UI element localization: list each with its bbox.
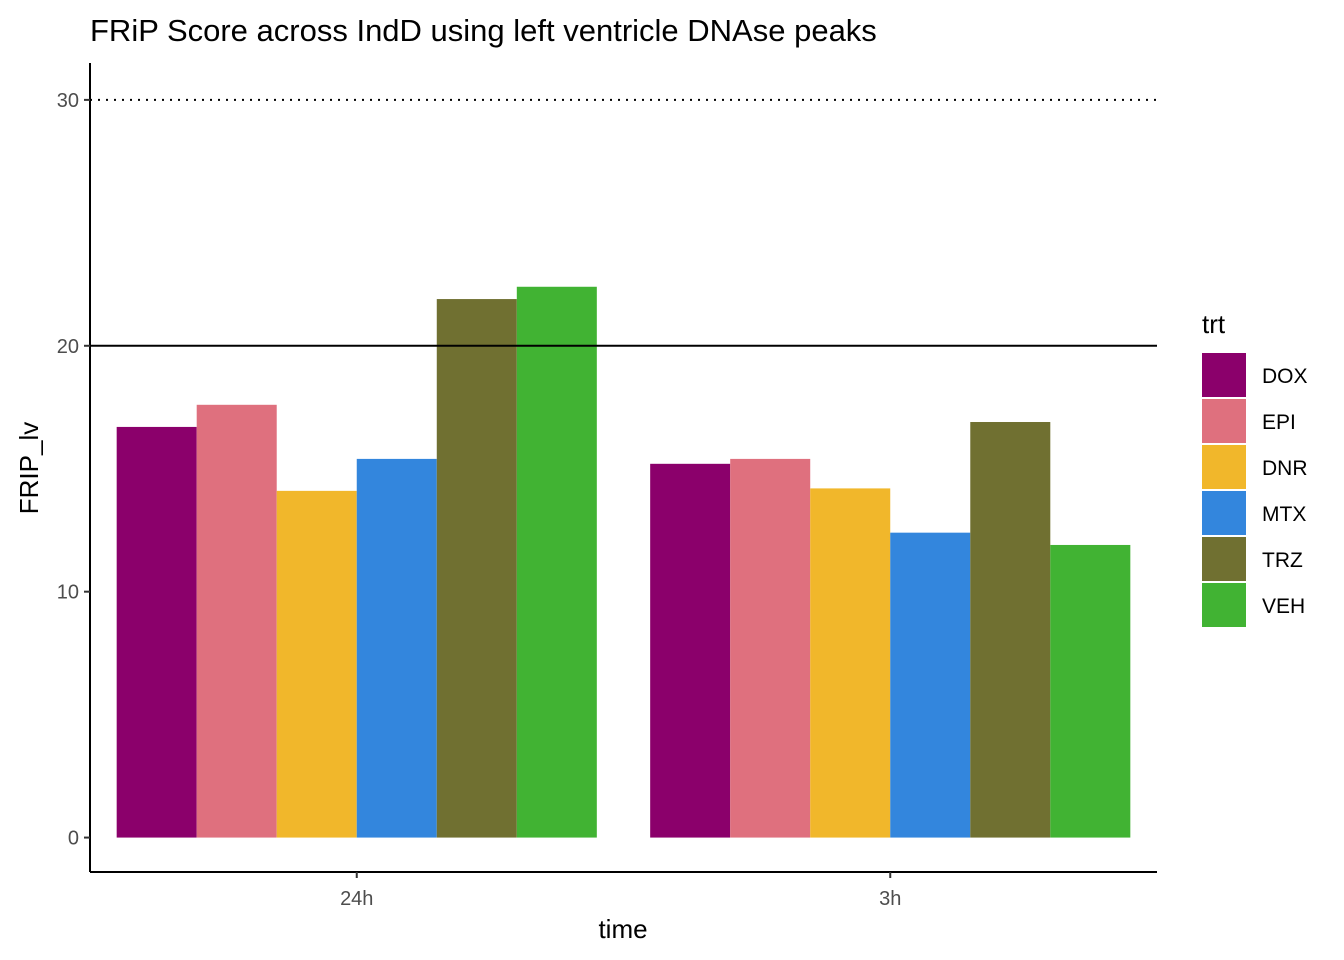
y-tick-label: 30 [57, 90, 79, 112]
x-tick-label: 24h [340, 888, 373, 910]
legend-swatch-dnr [1202, 445, 1246, 489]
legend-label-dox: DOX [1262, 365, 1308, 388]
bar-trz-3h [970, 422, 1051, 838]
bar-epi-3h [730, 458, 811, 838]
bar-dox-3h [650, 463, 731, 838]
bar-veh-3h [1050, 544, 1131, 838]
legend-label-veh: VEH [1262, 595, 1305, 618]
bar-trz-24h [436, 299, 517, 838]
bar-dnr-3h [810, 488, 891, 838]
bar-dnr-24h [276, 490, 357, 838]
legend-swatch-veh [1202, 583, 1246, 627]
bar-epi-24h [196, 404, 277, 838]
legend: trt DOX EPI DNR MTX TRZ VEH [1202, 309, 1308, 627]
legend-label-mtx: MTX [1262, 503, 1306, 526]
bar-mtx-24h [356, 458, 437, 838]
legend-swatch-dox [1202, 353, 1246, 397]
y-axis-ticks: 0 10 20 30 [57, 90, 90, 850]
legend-swatch-epi [1202, 399, 1246, 443]
legend-label-dnr: DNR [1262, 457, 1308, 480]
plot-area: 0 10 20 30 24h 3h [57, 63, 1157, 910]
y-tick-label: 10 [57, 582, 79, 604]
x-tick-label: 3h [879, 888, 901, 910]
y-tick-label: 0 [68, 828, 79, 850]
x-axis-ticks: 24h 3h [340, 872, 901, 910]
legend-swatch-trz [1202, 537, 1246, 581]
y-tick-label: 20 [57, 336, 79, 358]
x-axis-title: time [598, 914, 647, 944]
bar-mtx-3h [890, 532, 971, 838]
bars [116, 286, 1131, 838]
y-axis-title: FRIP_lv [14, 422, 44, 514]
legend-label-epi: EPI [1262, 411, 1296, 434]
legend-swatch-mtx [1202, 491, 1246, 535]
legend-title: trt [1202, 309, 1226, 339]
legend-items: DOX EPI DNR MTX TRZ VEH [1202, 353, 1308, 627]
bar-dox-24h [116, 426, 197, 838]
bar-veh-24h [516, 286, 597, 838]
chart-title: FRiP Score across IndD using left ventri… [90, 13, 877, 48]
legend-label-trz: TRZ [1262, 549, 1303, 572]
